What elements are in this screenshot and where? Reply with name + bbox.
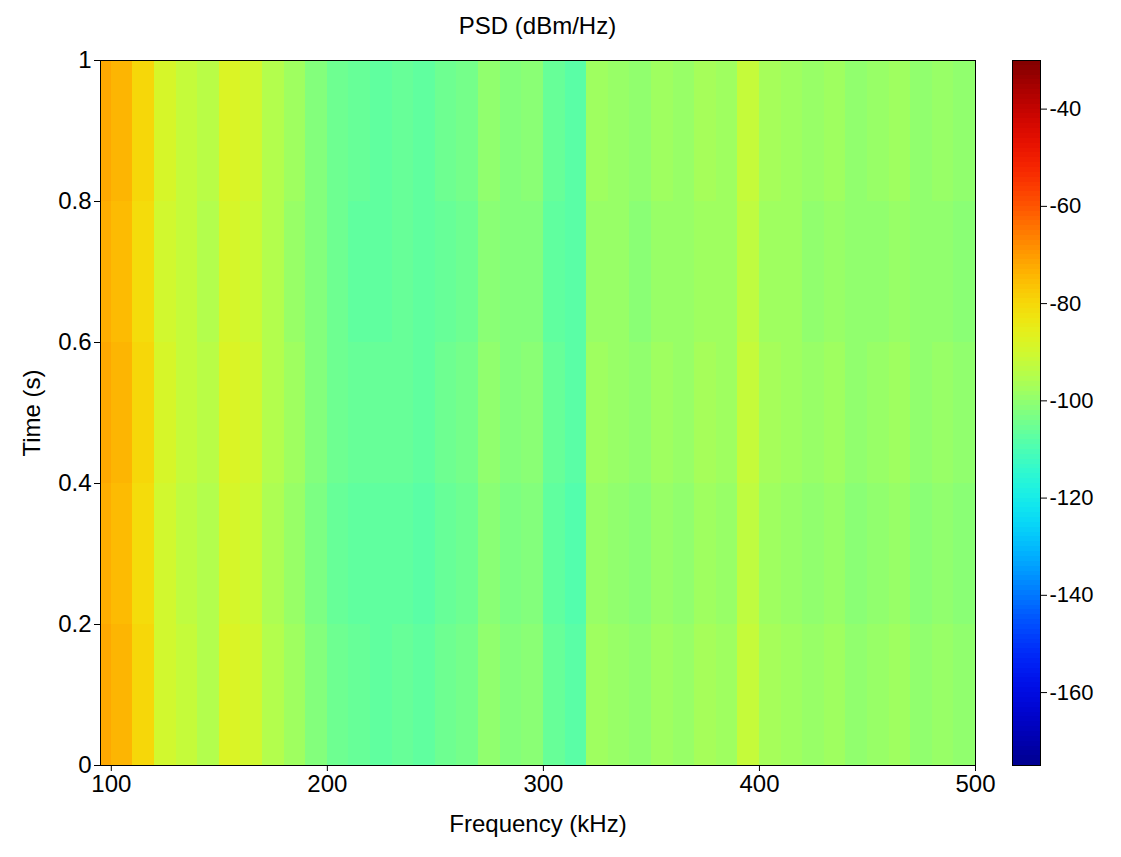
svg-text:Time (s): Time (s) (18, 369, 45, 456)
html-text:PSD (dBm/Hz): PSD (dBm/Hz) (458, 12, 617, 39)
svg-text:200: 200 (307, 770, 347, 797)
svg-text:-60: -60 (1050, 193, 1082, 218)
svg-text:0.2: 0.2 (58, 610, 91, 637)
svg-text:-160: -160 (1050, 680, 1094, 705)
svg-text:-40: -40 (1050, 96, 1082, 121)
svg-text:-140: -140 (1050, 582, 1094, 607)
svg-text:500: 500 (955, 770, 995, 797)
svg-text:0.8: 0.8 (58, 187, 91, 214)
svg-text:-100: -100 (1050, 388, 1094, 413)
svg-text:300: 300 (523, 770, 563, 797)
svg-text:Frequency (kHz): Frequency (kHz) (449, 810, 626, 837)
svg-text:0.6: 0.6 (58, 328, 91, 355)
svg-text:-120: -120 (1050, 485, 1094, 510)
svg-text:400: 400 (739, 770, 779, 797)
svg-text:1: 1 (78, 46, 91, 73)
svg-text:100: 100 (91, 770, 131, 797)
svg-text:0.4: 0.4 (58, 469, 91, 496)
svg-text:-80: -80 (1050, 291, 1082, 316)
svg-text:0: 0 (78, 751, 91, 778)
